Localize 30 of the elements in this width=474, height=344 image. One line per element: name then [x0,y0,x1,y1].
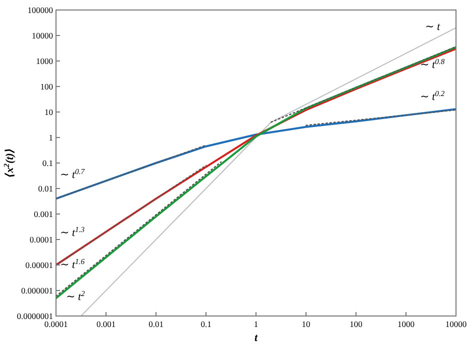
annotation: ∼ t$^{0.7}$ [60,166,86,181]
annotation: ∼ t$^{0.8}$ [420,56,445,71]
annotation: ∼ t$^{0.2}$ [420,88,445,103]
x-tick-label: 0.001 [96,319,116,329]
y-tick-label: 10 [44,107,53,117]
x-tick-label: 0.1 [200,319,212,329]
y-tick-label: 1 [48,132,53,142]
y-tick-label: 0.001 [34,209,53,219]
x-tick-label: 1000 [398,319,414,329]
annotation: ∼ t$^{2}$ [66,288,86,303]
annotation: ∼ t$^{1.3}$ [60,224,85,239]
x-tick-label: 10 [302,319,310,329]
y-tick-label: 0.01 [38,184,53,194]
x-tick-label: 0.01 [148,319,164,329]
y-tick-label: 0.000001 [21,286,53,296]
annotation: ∼ t [425,21,441,33]
y-tick-label: 0.0000001 [16,311,53,321]
x-tick-label: 100 [350,319,362,329]
y-tick-label: 0.0001 [30,234,53,244]
y-tick-label: 0.00001 [25,260,53,270]
y-tick-label: 0.1 [42,158,53,168]
y-tick-label: 10000 [32,30,53,40]
line-series [56,108,456,200]
x-tick-label: 1 [254,319,258,329]
y-tick-label: 100000 [28,5,53,15]
x-tick-label: 10000 [445,319,467,329]
y-tick-label: 1000 [36,56,53,66]
y-tick-label: 100 [40,82,53,92]
annotation: ∼ t$^{1.6}$ [60,256,85,271]
x-axis-title: t [254,332,258,344]
